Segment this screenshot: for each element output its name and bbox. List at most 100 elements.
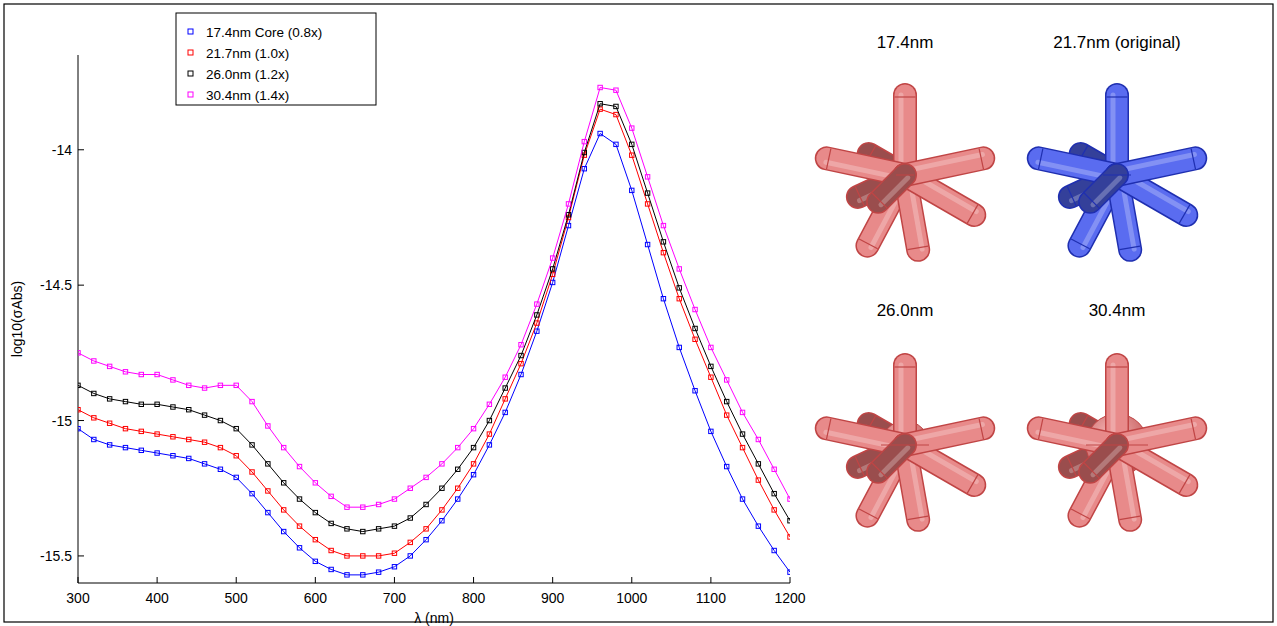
marker	[535, 329, 539, 333]
star-arm-ring	[855, 187, 864, 206]
marker	[187, 456, 191, 460]
marker	[155, 372, 159, 376]
marker	[202, 440, 206, 444]
nanostar	[826, 95, 984, 250]
marker	[645, 202, 649, 206]
star-arm-ring	[1179, 475, 1190, 493]
star-arm-ring	[1084, 193, 1099, 208]
marker	[487, 432, 491, 436]
marker	[772, 491, 776, 495]
marker	[139, 429, 143, 433]
marker	[535, 313, 539, 317]
marker	[329, 521, 333, 525]
marker	[645, 175, 649, 179]
marker	[709, 364, 713, 368]
x-tick	[473, 577, 474, 583]
marker	[598, 102, 602, 106]
marker	[266, 462, 270, 466]
marker	[456, 486, 460, 490]
x-tick-label: 800	[462, 590, 486, 606]
x-tick-label: 1000	[616, 590, 647, 606]
marker	[598, 131, 602, 135]
series-line	[78, 104, 790, 532]
marker	[78, 351, 80, 355]
marker	[440, 519, 444, 523]
legend-marker	[188, 29, 193, 34]
y-axis-title: log10(σAbs)	[9, 281, 25, 357]
marker	[519, 361, 523, 365]
marker	[614, 88, 618, 92]
x-tick	[631, 577, 632, 583]
marker	[693, 337, 697, 341]
star-arm-ring	[827, 149, 831, 170]
marker	[630, 142, 634, 146]
marker	[471, 462, 475, 466]
marker	[187, 383, 191, 387]
marker	[440, 462, 444, 466]
y-tick	[78, 285, 84, 286]
star-arm-ring	[979, 419, 983, 440]
marker	[361, 529, 365, 533]
marker	[709, 345, 713, 349]
x-tick-label: 600	[304, 590, 328, 606]
nanostar-label: 26.0nm	[877, 301, 934, 320]
marker	[550, 280, 554, 284]
marker	[361, 505, 365, 509]
marker	[392, 524, 396, 528]
marker	[598, 85, 602, 89]
marker	[171, 378, 175, 382]
nanostar	[1038, 95, 1196, 250]
marker	[107, 397, 111, 401]
star-arm-highlight	[904, 424, 982, 441]
marker	[756, 524, 760, 528]
marker	[376, 527, 380, 531]
nanostar-label: 17.4nm	[877, 33, 934, 52]
marker	[345, 505, 349, 509]
marker	[78, 408, 80, 412]
star-arm-ring	[1120, 246, 1141, 250]
star-arm-ring	[859, 509, 878, 519]
marker	[630, 153, 634, 157]
marker	[772, 467, 776, 471]
x-axis-title: λ (nm)	[414, 610, 454, 626]
marker	[313, 559, 317, 563]
marker	[234, 426, 238, 430]
marker	[725, 399, 729, 403]
marker	[92, 437, 96, 441]
star-arm-ring	[872, 193, 887, 208]
y-tick-label: -15	[52, 413, 72, 429]
marker	[740, 497, 744, 501]
marker	[281, 508, 285, 512]
star-arm-ring	[827, 419, 831, 440]
star-arm-ring	[979, 149, 983, 170]
x-tick	[236, 577, 237, 583]
marker	[725, 464, 729, 468]
marker	[139, 372, 143, 376]
legend-label: 30.4nm (1.4x)	[206, 88, 289, 103]
star-arm	[878, 445, 905, 472]
star-arm-ring	[1120, 516, 1141, 520]
figure: 300400500600700800900100011001200-15.5-1…	[0, 0, 1277, 626]
marker	[155, 451, 159, 455]
star-arm-ring	[908, 516, 929, 520]
marker	[392, 497, 396, 501]
star-arm-ring	[859, 239, 878, 249]
marker	[234, 383, 238, 387]
y-tick-label: -14	[52, 142, 72, 158]
marker	[266, 489, 270, 493]
marker	[218, 467, 222, 471]
y-tick	[78, 149, 84, 150]
marker	[725, 413, 729, 417]
legend: 17.4nm Core (0.8x)21.7nm (1.0x)26.0nm (1…	[176, 13, 376, 105]
star-arm-highlight	[881, 178, 908, 205]
marker	[503, 410, 507, 414]
marker	[582, 139, 586, 143]
star-arm-ring	[1071, 239, 1090, 249]
star-arm-ring	[1067, 187, 1076, 206]
marker	[313, 481, 317, 485]
legend-marker	[188, 71, 193, 76]
marker	[677, 286, 681, 290]
star-arm-ring	[1191, 149, 1195, 170]
marker	[424, 527, 428, 531]
star-arm-ring	[895, 96, 916, 97]
